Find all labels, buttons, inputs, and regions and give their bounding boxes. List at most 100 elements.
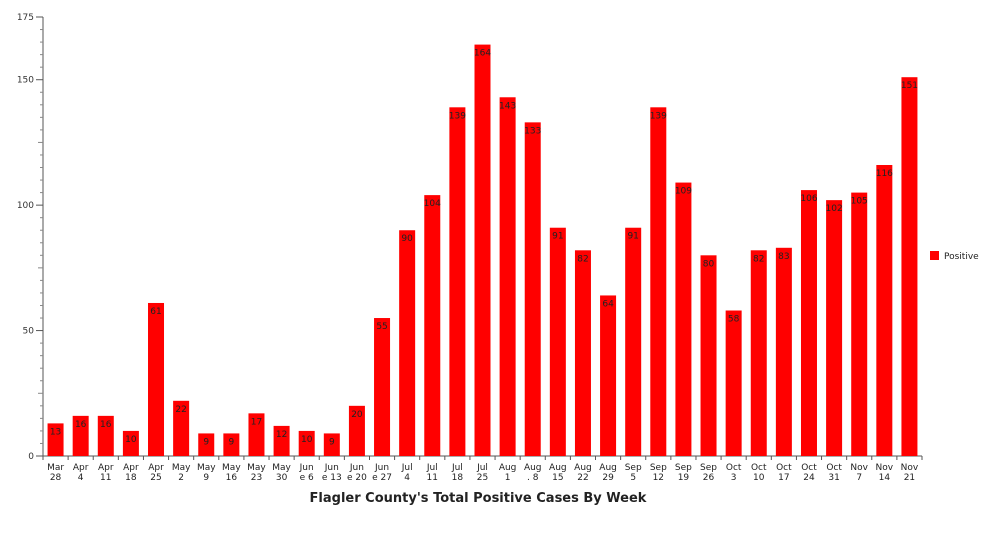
bar[interactable] (775, 247, 792, 456)
bar[interactable] (122, 430, 139, 456)
x-tick-label: 26 (703, 473, 715, 483)
bar[interactable] (148, 302, 165, 456)
x-tick-label: Jun (374, 463, 389, 473)
bar[interactable] (72, 415, 89, 456)
x-tick-label: Sep (675, 463, 692, 473)
bar[interactable] (298, 430, 315, 456)
x-tick-label: 23 (251, 473, 262, 483)
x-axis: Mar28Apr4Apr11Apr18Apr25May2May9May16May… (42, 455, 923, 483)
x-tick-label: Sep (700, 463, 717, 473)
data-label: 10 (301, 435, 313, 445)
bar[interactable] (273, 425, 290, 456)
x-tick-label: 7 (856, 473, 862, 483)
x-tick-label: 4 (404, 473, 410, 483)
bar[interactable] (901, 77, 918, 456)
bar-series-positive (47, 44, 918, 457)
x-tick-label: Nov (876, 463, 894, 473)
bar[interactable] (600, 295, 617, 456)
data-label: 16 (75, 420, 87, 430)
bar[interactable] (97, 415, 114, 456)
x-tick-label: 25 (477, 473, 488, 483)
chart-title: Flagler County's Total Positive Cases By… (310, 491, 647, 506)
bar[interactable] (574, 250, 591, 456)
x-tick-label: Nov (850, 463, 868, 473)
x-tick-label: 16 (226, 473, 238, 483)
x-tick-label: Apr (148, 463, 164, 473)
legend[interactable]: Positive (930, 251, 979, 262)
bar[interactable] (700, 255, 717, 456)
bar[interactable] (323, 433, 340, 456)
x-tick-label: Aug (524, 463, 542, 473)
x-tick-label: Jun (349, 463, 364, 473)
data-label: 133 (524, 126, 541, 136)
bar[interactable] (876, 165, 893, 456)
data-label: 109 (675, 187, 692, 197)
x-tick-label: Oct (751, 463, 767, 473)
x-tick-label: Apr (73, 463, 89, 473)
bar[interactable] (499, 97, 516, 456)
data-label: 106 (800, 194, 817, 204)
bar[interactable] (650, 107, 667, 457)
x-tick-label: 1 (505, 473, 511, 483)
data-label: 9 (203, 437, 209, 447)
bar[interactable] (625, 227, 642, 456)
x-tick-label: May (197, 463, 216, 473)
x-tick-label: 11 (100, 473, 111, 483)
bar[interactable] (424, 195, 441, 456)
x-tick-label: 25 (150, 473, 161, 483)
x-tick-label: Nov (901, 463, 919, 473)
bar[interactable] (524, 122, 541, 457)
x-tick-label: e 13 (322, 473, 342, 483)
x-tick-label: 18 (452, 473, 464, 483)
x-tick-label: 19 (678, 473, 690, 483)
bar[interactable] (173, 400, 190, 456)
data-label: 82 (577, 254, 588, 264)
data-label: 17 (251, 417, 262, 427)
x-tick-label: Aug (499, 463, 517, 473)
bar[interactable] (549, 227, 566, 456)
bar[interactable] (750, 250, 767, 456)
data-label: 61 (150, 307, 161, 317)
x-tick-label: 31 (828, 473, 839, 483)
x-tick-label: 24 (803, 473, 815, 483)
bar[interactable] (826, 200, 843, 456)
data-label: 12 (276, 430, 287, 440)
bar[interactable] (248, 413, 265, 456)
x-tick-label: Sep (650, 463, 667, 473)
x-tick-label: May (222, 463, 241, 473)
x-tick-label: May (272, 463, 291, 473)
x-tick-label: Aug (549, 463, 567, 473)
bar[interactable] (851, 192, 868, 456)
x-tick-label: 11 (427, 473, 438, 483)
bar[interactable] (348, 405, 365, 456)
x-tick-label: Jul (476, 463, 488, 473)
data-label: 104 (424, 199, 441, 209)
bar[interactable] (474, 44, 491, 456)
bar[interactable] (374, 318, 391, 456)
data-label: 13 (50, 427, 61, 437)
y-axis: 0 50 100 150 175 (17, 13, 44, 462)
bar[interactable] (223, 433, 240, 456)
bar[interactable] (47, 423, 64, 456)
x-tick-label: Aug (599, 463, 617, 473)
x-tick-label: Jul (451, 463, 463, 473)
y-tick-label: 175 (17, 13, 34, 23)
x-tick-label: 29 (602, 473, 614, 483)
x-tick-label: 15 (552, 473, 563, 483)
bar[interactable] (449, 107, 466, 457)
data-label: 9 (329, 437, 335, 447)
x-tick-label: 28 (50, 473, 62, 483)
bar[interactable] (800, 190, 817, 456)
x-tick-label: 14 (879, 473, 891, 483)
data-label: 105 (851, 197, 868, 207)
y-tick-label: 50 (23, 327, 35, 337)
x-tick-label: Apr (98, 463, 114, 473)
bar[interactable] (725, 310, 742, 456)
x-tick-label: Oct (826, 463, 842, 473)
bar[interactable] (675, 182, 692, 456)
bar[interactable] (198, 433, 215, 456)
bar[interactable] (399, 230, 416, 456)
x-tick-label: Apr (123, 463, 139, 473)
